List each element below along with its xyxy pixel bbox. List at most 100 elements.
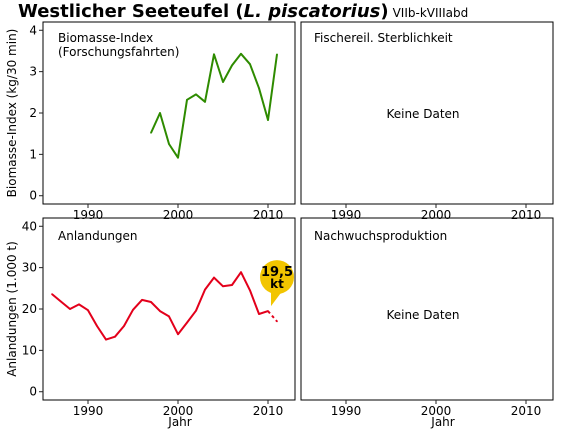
annotation-unit: kt xyxy=(270,277,284,291)
data-point xyxy=(222,81,224,83)
data-point xyxy=(177,156,179,159)
landings-series xyxy=(51,271,278,341)
x-tick-label: 1990 xyxy=(331,208,362,222)
panel-biomass: Biomasse-Index (Forschungsfahrten) Bioma… xyxy=(5,21,296,222)
landings-y-ticks: 0 10 20 30 40 xyxy=(22,219,43,399)
y-tick-label: 3 xyxy=(29,65,37,79)
panel-recruitment-label: Nachwuchsproduktion xyxy=(314,229,447,243)
data-point xyxy=(249,63,251,65)
data-point xyxy=(240,271,242,273)
data-point xyxy=(231,64,233,67)
data-point xyxy=(213,276,215,279)
data-point xyxy=(168,315,170,318)
data-point xyxy=(186,321,188,324)
y-tick-label: 2 xyxy=(29,106,37,120)
annotation-bubble xyxy=(260,260,294,295)
title-paren-close: ) xyxy=(380,1,389,22)
data-point xyxy=(258,87,260,89)
data-point xyxy=(96,325,98,327)
landings-projection-line xyxy=(267,310,278,323)
data-point xyxy=(267,310,269,312)
mortality-x-ticks: 1990 2000 2010 xyxy=(331,204,542,222)
biomass-x-ticks: 1990 2000 2010 xyxy=(73,204,284,222)
data-point xyxy=(105,338,107,341)
data-point xyxy=(159,112,161,114)
panel-mortality-no-data: Keine Daten xyxy=(386,107,459,121)
y-tick-label: 0 xyxy=(29,385,37,399)
title-paren-open: ( xyxy=(229,1,244,22)
landings-annotation: 19,5 kt xyxy=(260,260,294,307)
data-point xyxy=(249,289,251,292)
data-point xyxy=(78,303,80,306)
data-point xyxy=(114,335,116,338)
panel-mortality-frame xyxy=(300,21,554,205)
title-species: Westlicher Seeteufel (L. piscatorius) xyxy=(18,1,389,22)
recruitment-x-ticks: 1990 2000 2010 xyxy=(331,400,542,418)
landings-x-ticks: 1990 2000 2010 xyxy=(73,400,284,418)
annotation-value: 19,5 xyxy=(261,265,293,280)
data-point xyxy=(258,313,260,315)
data-point xyxy=(150,132,152,134)
data-point xyxy=(69,308,71,310)
recruitment-x-axis-label: Jahr xyxy=(430,415,454,429)
data-point xyxy=(177,333,179,336)
title-common-name: Westlicher Seeteufel xyxy=(18,1,230,22)
chart-title: Westlicher Seeteufel (L. piscatorius) VII… xyxy=(18,1,468,23)
panel-mortality-label: Fischereil. Sterblichkeit xyxy=(314,31,453,45)
x-tick-label: 2010 xyxy=(253,404,284,418)
data-point xyxy=(159,310,161,312)
x-tick-label: 2010 xyxy=(253,208,284,222)
data-point xyxy=(195,309,197,312)
panel-biomass-label-2: (Forschungsfahrten) xyxy=(58,45,179,59)
y-tick-label: 10 xyxy=(22,343,37,357)
y-tick-label: 4 xyxy=(29,23,37,37)
panel-landings: Anlandungen Anlandungen (1.000 t) Jahr 0… xyxy=(5,217,296,429)
data-point xyxy=(276,320,278,323)
data-point xyxy=(231,284,233,286)
data-point xyxy=(222,285,224,288)
data-point xyxy=(87,309,89,312)
landings-y-axis-label: Anlandungen (1.000 t) xyxy=(5,241,19,377)
x-tick-label: 2010 xyxy=(511,208,542,222)
data-point xyxy=(267,119,269,121)
landings-x-axis-label: Jahr xyxy=(167,415,191,429)
data-point xyxy=(168,143,170,145)
data-point xyxy=(150,301,152,303)
biomass-line xyxy=(150,52,278,159)
x-tick-label: 1990 xyxy=(73,208,104,222)
x-tick-label: 1990 xyxy=(331,404,362,418)
x-tick-label: 2000 xyxy=(163,208,194,222)
y-tick-label: 40 xyxy=(22,219,37,233)
x-tick-label: 1990 xyxy=(73,404,104,418)
data-point xyxy=(141,299,143,301)
panel-landings-label: Anlandungen xyxy=(58,229,138,243)
data-point xyxy=(132,309,134,311)
data-point xyxy=(123,325,125,327)
panel-recruitment-no-data: Keine Daten xyxy=(386,308,459,322)
biomass-y-ticks: 0 1 2 3 4 xyxy=(29,23,43,203)
x-tick-label: 2000 xyxy=(421,208,452,222)
y-tick-label: 30 xyxy=(22,261,37,275)
panel-mortality: Fischereil. Sterblichkeit Keine Daten 19… xyxy=(300,21,554,222)
x-tick-label: 2010 xyxy=(511,404,542,418)
y-tick-label: 0 xyxy=(29,189,37,203)
data-point xyxy=(186,98,188,101)
data-point xyxy=(195,93,197,96)
data-point xyxy=(240,53,242,55)
panel-recruitment: Nachwuchsproduktion Keine Daten Jahr 199… xyxy=(300,217,554,429)
data-point xyxy=(213,53,215,56)
x-tick-label: 2000 xyxy=(163,404,194,418)
landings-line xyxy=(51,271,269,341)
biomass-series xyxy=(150,52,278,159)
panel-recruitment-frame xyxy=(300,217,554,401)
y-tick-label: 1 xyxy=(29,147,37,161)
title-latin-name: L. piscatorius xyxy=(243,1,381,22)
x-tick-label: 2000 xyxy=(421,404,452,418)
data-point xyxy=(204,288,206,291)
panel-biomass-label-1: Biomasse-Index xyxy=(58,31,153,45)
data-point xyxy=(51,293,53,295)
data-point xyxy=(276,53,278,56)
data-point xyxy=(204,101,206,103)
biomass-y-axis-label: Biomasse-Index (kg/30 min) xyxy=(5,29,19,198)
data-point xyxy=(60,300,62,303)
